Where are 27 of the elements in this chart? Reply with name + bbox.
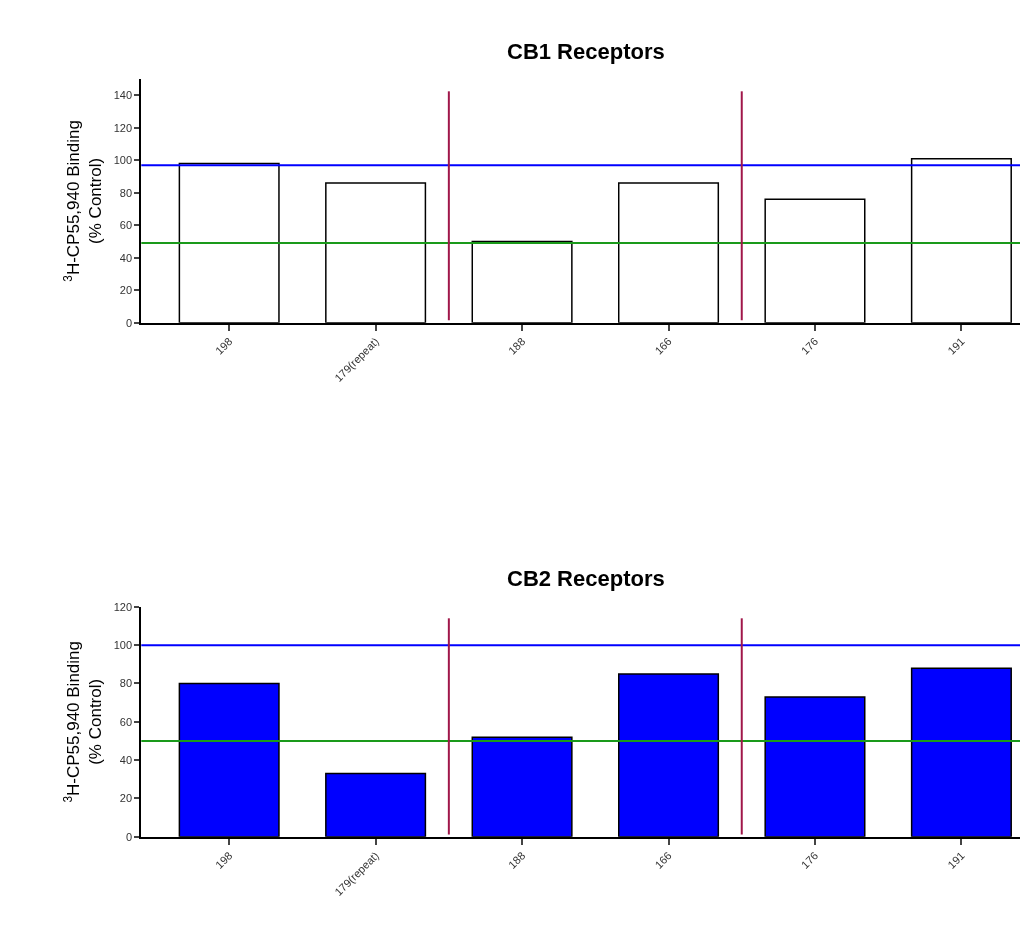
x-tick-label: 176 xyxy=(798,335,821,357)
x-tick-label: 166 xyxy=(652,849,674,871)
x-tick-label: 198 xyxy=(213,849,235,871)
chart-title: CB1 Receptors xyxy=(507,39,665,64)
x-tick-label: 198 xyxy=(213,335,235,357)
y-tick-label: 100 xyxy=(113,154,133,167)
y-tick-label: 120 xyxy=(113,600,133,613)
x-tick-label: 191 xyxy=(945,849,967,871)
x-tick-label: 188 xyxy=(505,849,528,871)
y-tick-label: 0 xyxy=(125,316,133,329)
y-tick-label: 40 xyxy=(119,754,133,766)
x-tick-label: 176 xyxy=(798,849,821,871)
y-tick-label: 80 xyxy=(119,677,133,690)
chart-title: CB2 Receptors xyxy=(507,566,665,591)
y-tick-label: 120 xyxy=(113,121,133,134)
y-tick-label: 0 xyxy=(125,830,133,843)
y-tick-label: 80 xyxy=(119,186,133,199)
x-tick-label: 166 xyxy=(652,335,674,357)
y-tick-label: 20 xyxy=(119,284,133,297)
y-tick-label: 140 xyxy=(113,89,133,102)
x-tick-label: 191 xyxy=(945,335,967,357)
y-tick-label: 60 xyxy=(119,715,133,728)
y-tick-label: 40 xyxy=(119,251,133,264)
y-tick-label: 20 xyxy=(119,792,133,805)
y-tick-label: 60 xyxy=(119,219,133,232)
y-tick-label: 100 xyxy=(113,639,133,651)
x-tick-label: 188 xyxy=(505,335,528,357)
